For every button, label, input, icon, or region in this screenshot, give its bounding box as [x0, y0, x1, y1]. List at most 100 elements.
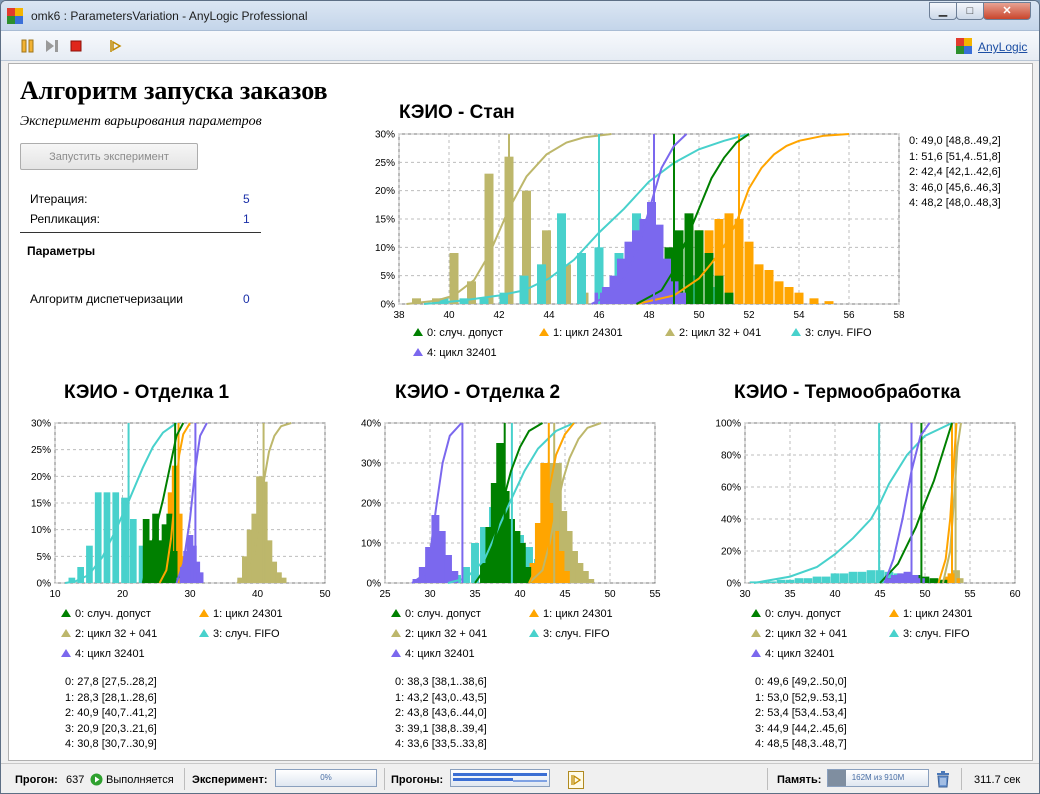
legend-label[interactable]: 2: цикл 32 + 041: [679, 327, 761, 339]
legend-label[interactable]: 1: цикл 24301: [213, 608, 283, 620]
histogram-bar: [270, 561, 278, 583]
legend-label[interactable]: 1: цикл 24301: [553, 327, 623, 339]
histogram-bar: [897, 573, 906, 583]
stats-line: 0: 38,3 [38,1..38,6]: [395, 676, 487, 688]
legend-swatch: [751, 629, 761, 637]
y-tick-label: 20%: [375, 186, 395, 197]
histogram-bar: [176, 577, 184, 583]
minimize-button[interactable]: ▁: [929, 2, 957, 20]
cdf-line: [753, 422, 953, 584]
histogram-bar: [94, 492, 102, 583]
histogram-bar: [183, 551, 190, 583]
histogram-bar: [147, 540, 155, 583]
y-tick-label: 10%: [375, 243, 395, 254]
histogram-bar: [903, 571, 913, 583]
y-tick-label: 10%: [361, 539, 381, 550]
histogram-bar: [193, 561, 201, 583]
legend-label[interactable]: 3: случ. FIFO: [543, 628, 610, 640]
anylogic-link-label[interactable]: AnyLogic: [978, 40, 1028, 54]
histogram-bar: [77, 567, 84, 583]
histogram-bar: [156, 540, 164, 583]
stats-stan: 0: 49,0 [48,8..49,2] 1: 51,6 [51,4..51,8…: [909, 134, 1001, 212]
histogram-bar: [785, 579, 795, 583]
histogram-bar: [654, 224, 664, 304]
histogram-bar: [803, 578, 813, 583]
stop-icon[interactable]: [67, 37, 85, 55]
histogram-bar: [776, 579, 786, 583]
run-icon[interactable]: [107, 37, 125, 55]
histogram-bar: [848, 571, 858, 583]
legend-label[interactable]: 0: случ. допуст: [75, 608, 151, 620]
histogram-bar: [920, 576, 930, 583]
histogram-bar: [624, 241, 634, 304]
cdf-line: [474, 422, 544, 584]
histogram-bar: [562, 264, 571, 304]
step-icon[interactable]: [43, 37, 61, 55]
stats-termoobrabotka: 0: 49,6 [49,2..50,0] 1: 53,0 [52,9..53,1…: [755, 675, 847, 753]
histogram-bar: [86, 545, 93, 583]
close-button[interactable]: ✕: [983, 2, 1031, 20]
legend-label[interactable]: 4: цикл 32401: [765, 648, 835, 660]
stats-line: 1: 28,3 [28,1..28,6]: [65, 691, 157, 704]
chart-title-stan: КЭИО - Стан: [399, 102, 515, 123]
y-tick-label: 0%: [37, 579, 52, 590]
histogram-bar: [929, 578, 939, 583]
x-tick-label: 30: [184, 589, 196, 600]
legend-label[interactable]: 3: случ. FIFO: [213, 628, 280, 640]
legend-label[interactable]: 4: цикл 32401: [405, 648, 475, 660]
status-separator: [384, 768, 385, 790]
legend-swatch: [539, 328, 549, 336]
histogram-bar: [794, 292, 804, 304]
legend-label[interactable]: 2: цикл 32 + 041: [765, 628, 847, 640]
stats-line: 0: 27,8 [27,5..28,2]: [65, 676, 157, 688]
legend-label[interactable]: 1: цикл 24301: [903, 608, 973, 620]
legend-swatch: [665, 328, 675, 336]
histogram-bar: [186, 535, 194, 583]
trash-icon[interactable]: [936, 771, 950, 788]
legend-label[interactable]: 1: цикл 24301: [543, 608, 613, 620]
anylogic-link[interactable]: AnyLogic: [956, 38, 1036, 56]
histogram-bar: [754, 264, 764, 304]
pause-icon[interactable]: [19, 37, 37, 55]
legend-label[interactable]: 2: цикл 32 + 041: [405, 628, 487, 640]
anylogic-app-icon[interactable]: [7, 8, 23, 24]
legend-label[interactable]: 4: цикл 32401: [75, 648, 145, 660]
legend-label[interactable]: 0: случ. допуст: [427, 327, 503, 339]
toolbar: AnyLogic: [1, 31, 1039, 61]
maximize-button[interactable]: □: [956, 2, 984, 20]
histogram-bar: [559, 511, 568, 583]
x-tick-label: 20: [117, 589, 129, 600]
run-experiment-button[interactable]: Запустить эксперимент: [20, 143, 198, 170]
legend-label[interactable]: 4: цикл 32401: [427, 347, 497, 359]
histogram-bar: [68, 577, 76, 583]
page-subtitle: Эксперимент варьирования параметров: [20, 114, 262, 129]
histogram-bar: [138, 545, 146, 583]
legend-label[interactable]: 3: случ. FIFO: [903, 628, 970, 640]
next-run-icon[interactable]: [568, 771, 584, 789]
histogram-bar: [129, 519, 137, 583]
histogram-bar: [467, 281, 476, 304]
legend-label[interactable]: 0: случ. допуст: [405, 608, 481, 620]
y-tick-label: 30%: [31, 419, 51, 430]
x-tick-label: 50: [693, 310, 705, 321]
legend-swatch: [413, 328, 423, 336]
stats-line: 4: 48,2 [48,0..48,3]: [909, 197, 1001, 209]
stats-line: 2: 53,4 [53,4..53,4]: [755, 707, 847, 719]
legend-swatch: [889, 609, 899, 617]
histogram-bar: [830, 573, 840, 583]
stats-line: 3: 44,9 [44,2..45,6]: [755, 722, 847, 735]
stats-line: 1: 53,0 [52,9..53,1]: [755, 691, 847, 704]
legend-label[interactable]: 3: случ. FIFO: [805, 327, 872, 339]
histogram-bar: [774, 281, 784, 304]
legend-label[interactable]: 2: цикл 32 + 041: [75, 628, 157, 640]
histogram-bar: [485, 527, 494, 583]
histogram-bar: [794, 578, 804, 583]
y-tick-label: 30%: [361, 459, 381, 470]
title-bar[interactable]: omk6 : ParametersVariation - AnyLogic Pr…: [1, 1, 1039, 31]
histogram-bar: [425, 547, 434, 583]
experiment-progress-text: 0%: [320, 773, 332, 782]
histogram-bar: [190, 545, 197, 583]
histogram-bar: [689, 275, 699, 304]
x-tick-label: 50: [604, 589, 616, 600]
legend-label[interactable]: 0: случ. допуст: [765, 608, 841, 620]
